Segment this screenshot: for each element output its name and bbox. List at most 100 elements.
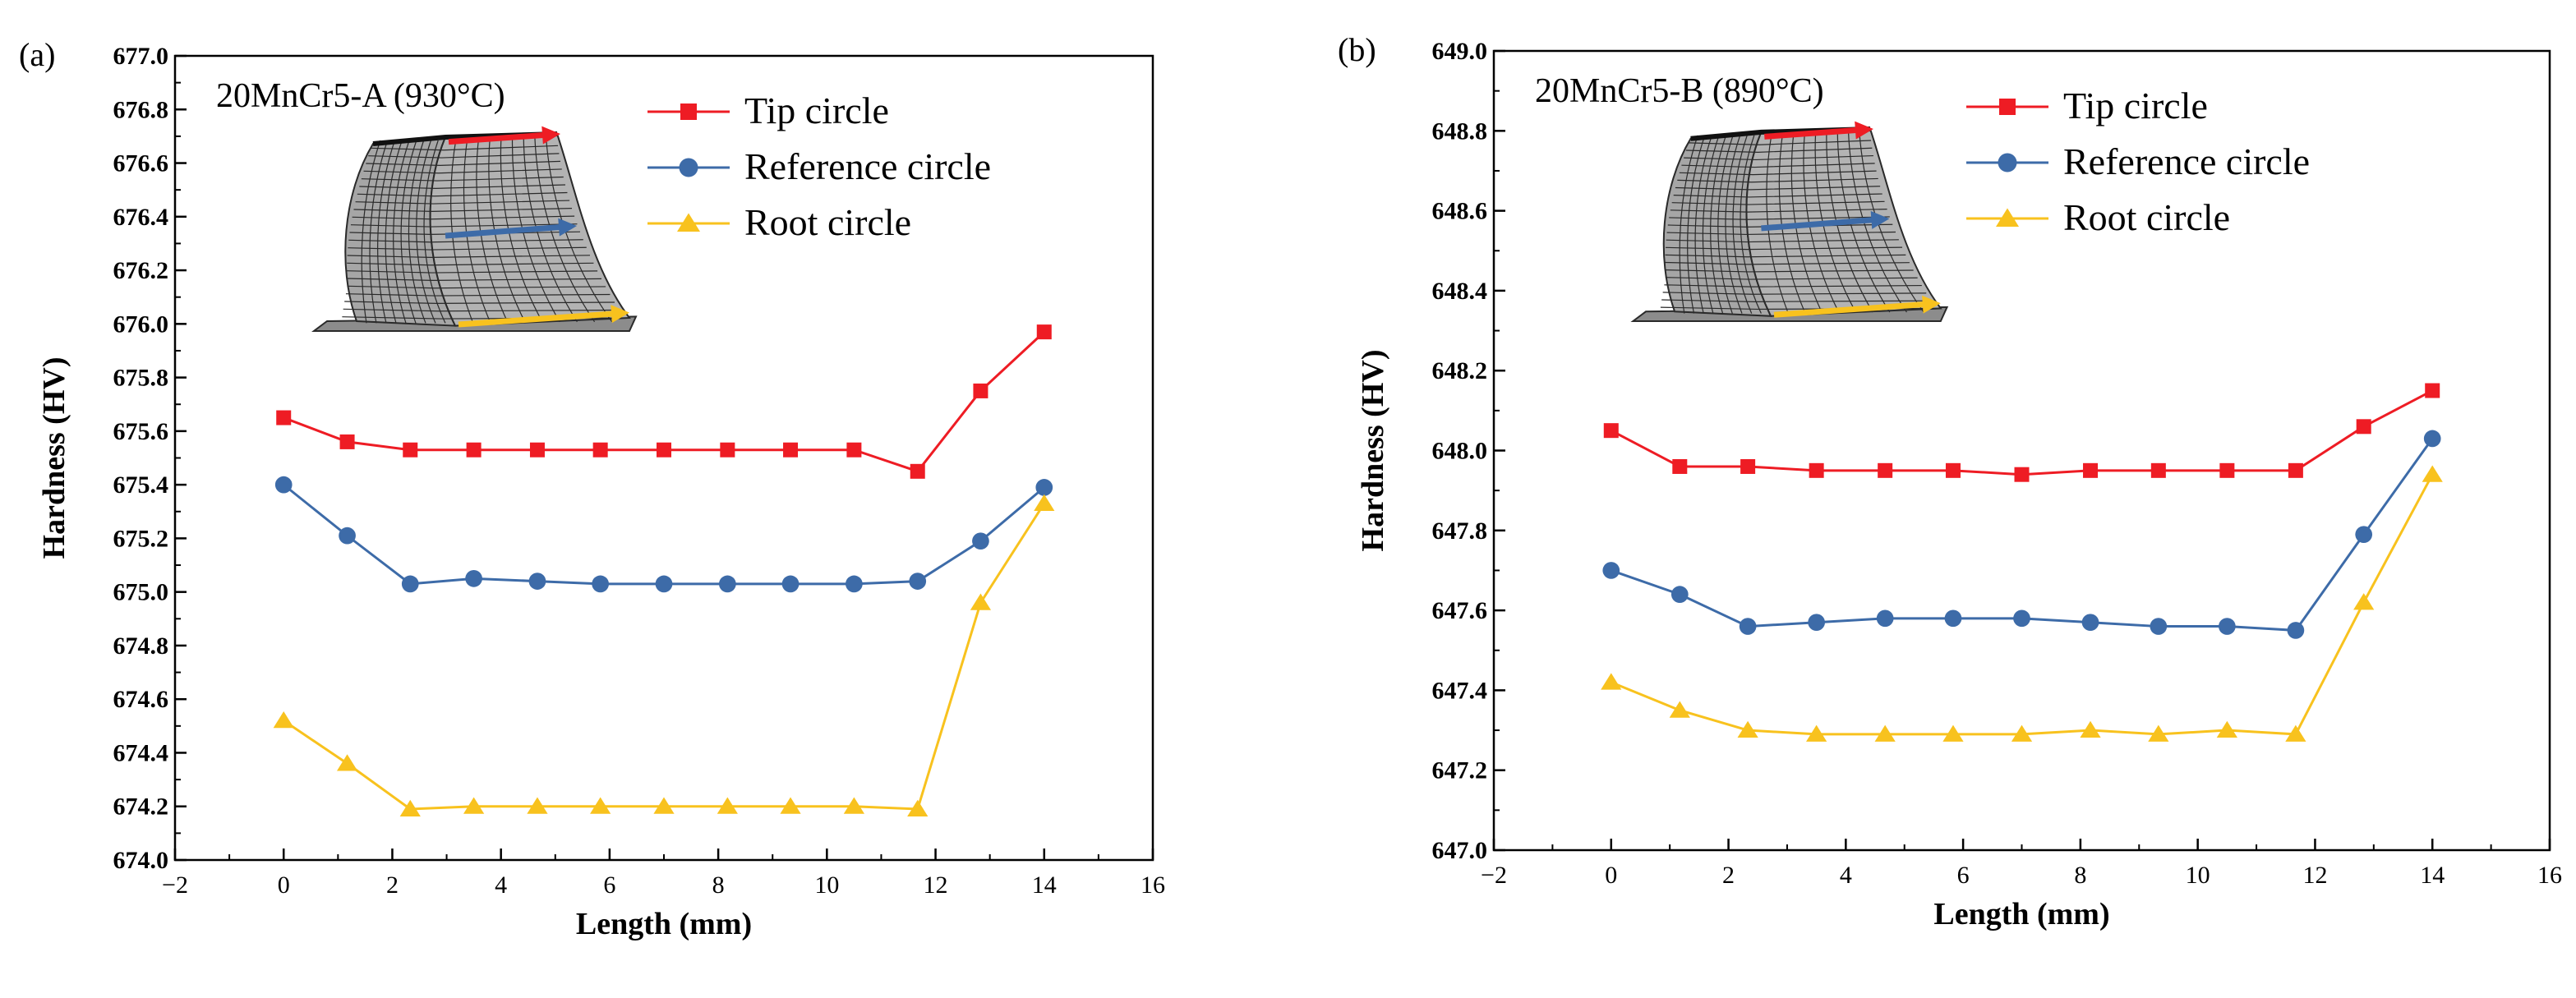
legend-label: Tip circle	[744, 90, 889, 131]
y-tick-label: 674.4	[113, 739, 169, 766]
data-point	[720, 442, 735, 458]
data-point	[2288, 462, 2303, 478]
x-axis-label: Length (mm)	[576, 907, 752, 941]
legend-label: Reference circle	[2063, 140, 2310, 182]
gear-mesh-line	[1847, 131, 1907, 313]
gear-mesh-line	[361, 140, 381, 324]
panel-label: (b)	[1338, 31, 1376, 68]
data-point	[2287, 622, 2305, 639]
y-tick-label: 647.8	[1432, 517, 1488, 545]
legend-marker	[1998, 153, 2017, 172]
y-tick-label: 648.0	[1432, 438, 1488, 465]
gear-mesh-line	[363, 168, 562, 174]
gear-mesh-line	[400, 140, 417, 324]
data-point	[972, 532, 989, 550]
gear-mesh-line	[347, 255, 591, 259]
data-point	[2013, 609, 2030, 628]
gear-mesh-line	[349, 231, 581, 236]
legend-marker	[680, 103, 697, 120]
series-line-root-circle	[283, 503, 1046, 811]
data-point	[2219, 462, 2235, 478]
y-axis-label: Hardness (HV)	[37, 357, 71, 559]
y-tick-label: 675.2	[113, 525, 169, 552]
data-point	[465, 570, 482, 587]
gear-mesh-line	[1685, 147, 1873, 153]
y-axis-label: Hardness (HV)	[1356, 350, 1390, 552]
legend-marker	[677, 213, 700, 232]
gear-mesh-line	[423, 140, 446, 324]
data-point	[463, 797, 485, 814]
data-point	[592, 575, 610, 593]
gear-mesh-line	[1665, 254, 1906, 258]
data-point	[846, 575, 863, 593]
legend-marker	[679, 158, 698, 177]
data-point	[1944, 609, 1962, 628]
data-point	[973, 383, 988, 398]
data-point	[1739, 618, 1757, 635]
gear-mesh-line	[450, 136, 473, 323]
gear-mesh-line	[1665, 269, 1914, 273]
data-point	[2011, 724, 2033, 742]
data-point	[846, 442, 862, 458]
gear-mesh-line	[1661, 299, 1931, 302]
gear-mesh-line	[1687, 135, 1706, 314]
y-tick-label: 648.8	[1432, 117, 1488, 145]
data-point	[1945, 462, 1961, 478]
x-tick-label: −2	[162, 872, 188, 899]
y-tick-label: 647.6	[1432, 597, 1488, 624]
legend-label: Root circle	[2063, 196, 2230, 238]
data-point	[401, 575, 419, 593]
data-point	[909, 573, 927, 590]
panel-label: (a)	[19, 36, 55, 73]
data-point	[2080, 720, 2101, 738]
gear-mesh-line	[1684, 154, 1873, 161]
gear-mesh-line	[1664, 284, 1922, 287]
gear-mesh-line	[350, 223, 578, 228]
gear-mesh-line	[1666, 231, 1896, 236]
data-point	[907, 799, 929, 816]
data-point	[2150, 462, 2166, 478]
y-tick-label: 674.6	[113, 686, 169, 713]
data-point	[843, 797, 864, 814]
gear-mesh-line	[1665, 261, 1910, 265]
y-tick-label: 676.6	[113, 150, 169, 177]
y-tick-label: 676.0	[113, 310, 169, 338]
data-point	[1672, 458, 1688, 474]
data-point	[403, 442, 418, 458]
y-tick-label: 647.2	[1432, 757, 1488, 784]
data-point	[910, 463, 925, 479]
gear-mesh-line	[385, 140, 403, 324]
data-point	[1876, 609, 1894, 628]
reference-arrow-icon	[1761, 216, 1878, 232]
gear-mesh-line	[1673, 193, 1882, 198]
x-tick-label: 16	[2537, 862, 2562, 889]
data-point	[1034, 494, 1055, 511]
data-point	[1035, 479, 1053, 496]
x-tick-label: 6	[603, 872, 615, 899]
x-tick-label: 14	[2420, 862, 2445, 889]
x-tick-label: 4	[495, 872, 507, 899]
gear-mesh-line	[1694, 135, 1712, 314]
gear-mesh-line	[366, 160, 561, 167]
gear-mesh-line	[393, 140, 410, 324]
x-tick-label: 10	[814, 872, 839, 899]
gear-mesh-line	[357, 191, 568, 197]
series-line-tip-circle	[1611, 389, 2433, 476]
y-tick-label: 648.2	[1432, 357, 1488, 384]
y-tick-label: 675.6	[113, 418, 169, 445]
data-point	[2216, 720, 2237, 738]
data-point	[783, 442, 799, 458]
x-tick-label: 0	[1605, 862, 1617, 889]
data-point	[592, 442, 608, 458]
gear-mesh-line	[348, 246, 587, 251]
gear-mesh-line	[1725, 135, 1743, 314]
x-tick-label: 10	[2186, 862, 2210, 889]
gear-mesh-line	[1681, 163, 1875, 168]
gear-mesh-line	[368, 153, 560, 159]
tip-arrow-icon	[541, 126, 560, 145]
x-tick-label: 12	[2302, 862, 2327, 889]
data-point	[970, 593, 992, 610]
data-point	[1740, 458, 1756, 474]
root-arrow-icon	[611, 305, 629, 324]
